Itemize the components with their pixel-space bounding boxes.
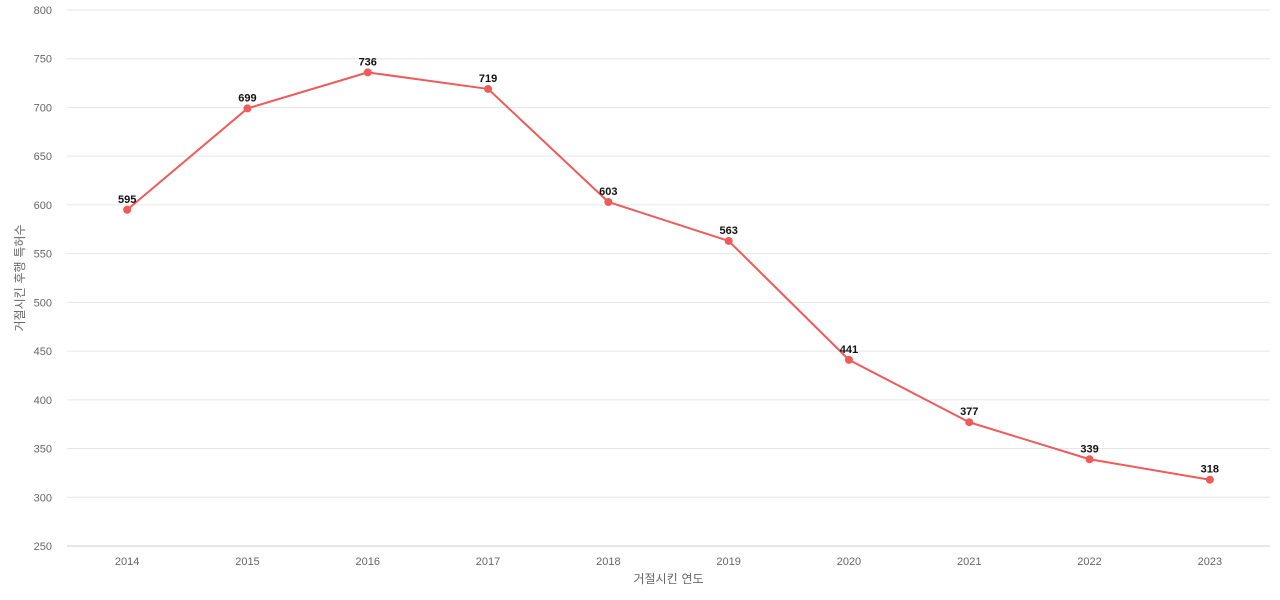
x-tick-label: 2021 [957, 556, 981, 568]
x-tick-label: 2022 [1077, 556, 1101, 568]
x-tick-label: 2014 [115, 556, 139, 568]
x-axis-ticks: 2014 2015 2016 2017 2018 2019 2020 2021 2022 2023 [115, 556, 1222, 568]
data-label: 441 [840, 344, 858, 356]
x-tick-label: 2020 [837, 556, 861, 568]
series [123, 68, 1214, 484]
data-label: 339 [1080, 443, 1098, 455]
y-tick-label: 600 [34, 200, 52, 212]
y-tick-label: 800 [34, 5, 52, 17]
x-tick-label: 2019 [716, 556, 740, 568]
data-point[interactable] [844, 355, 853, 364]
y-tick-label: 400 [34, 395, 52, 407]
x-tick-label: 2017 [476, 556, 500, 568]
series-line [126, 71, 1211, 481]
y-tick-label: 500 [34, 297, 52, 309]
y-tick-label: 350 [34, 444, 52, 456]
y-tick-label: 650 [34, 151, 52, 163]
x-tick-label: 2016 [356, 556, 380, 568]
data-label: 736 [359, 56, 377, 68]
y-tick-label: 700 [34, 102, 52, 114]
data-label: 719 [479, 73, 497, 85]
x-tick-label: 2018 [596, 556, 620, 568]
data-label: 318 [1201, 464, 1219, 476]
y-axis-title: 거절시킨 후행 특허수 [12, 225, 27, 332]
data-point[interactable] [604, 197, 613, 206]
y-tick-label: 550 [34, 249, 52, 261]
data-label: 377 [960, 406, 978, 418]
data-labels: 595 699 736 719 603 563 441 377 339 318 [118, 56, 1219, 475]
data-label: 563 [719, 225, 737, 237]
data-label: 699 [238, 92, 256, 104]
grid [67, 9, 1270, 547]
y-tick-label: 300 [34, 492, 52, 504]
data-point[interactable] [243, 104, 252, 113]
data-point[interactable] [1205, 475, 1214, 484]
data-point[interactable] [1085, 455, 1094, 464]
x-tick-label: 2015 [235, 556, 259, 568]
data-point[interactable] [363, 68, 372, 77]
data-label: 603 [599, 186, 617, 198]
y-tick-label: 750 [34, 54, 52, 66]
data-point[interactable] [123, 205, 132, 214]
x-axis-title: 거절시킨 연도 [633, 572, 703, 586]
x-tick-label: 2023 [1198, 556, 1222, 568]
data-point[interactable] [965, 418, 974, 427]
y-tick-label: 250 [34, 541, 52, 553]
y-axis-ticks: 250 300 350 400 450 500 550 600 650 700 750 800 [34, 5, 52, 553]
y-tick-label: 450 [34, 346, 52, 358]
data-point[interactable] [724, 236, 733, 245]
data-point[interactable] [484, 84, 493, 93]
data-label: 595 [118, 194, 136, 206]
